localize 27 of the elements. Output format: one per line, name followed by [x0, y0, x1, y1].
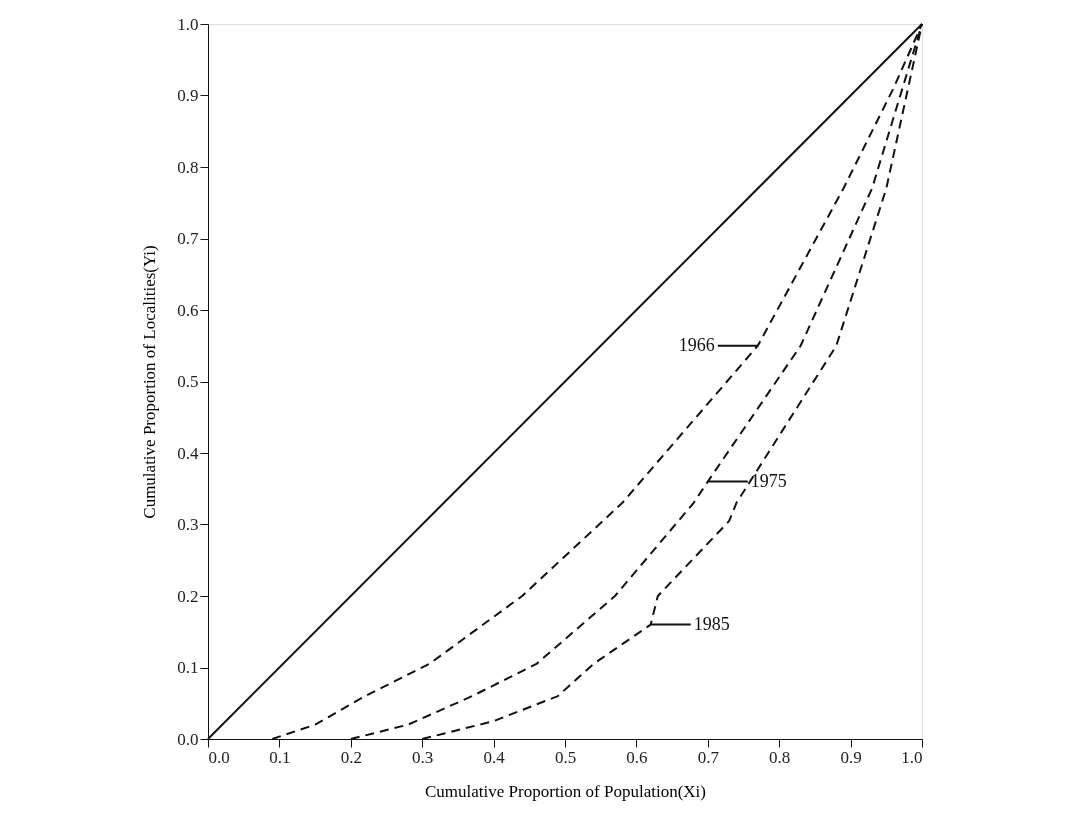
y-tick-label: 0.0 — [177, 729, 199, 749]
y-tick-label: 0.6 — [177, 300, 199, 320]
x-tick-label: 0.1 — [269, 747, 291, 767]
y-tick-label: 0.1 — [177, 658, 199, 677]
x-tick-label: 0.5 — [554, 747, 577, 767]
x-tick-label: 1.0 — [901, 747, 923, 767]
x-axis-title: Cumulative Proportion of Population(Xi) — [425, 781, 706, 801]
x-tick-label: 0.0 — [208, 747, 230, 767]
y-tick-label: 0.7 — [177, 229, 199, 248]
y-axis-title: Cumulative Proportion of Localities(Yi) — [140, 245, 160, 519]
y-tick-label: 0.3 — [177, 515, 199, 534]
y-tick-label: 0.8 — [177, 157, 199, 177]
x-tick-label: 0.8 — [769, 747, 791, 767]
y-tick-label: 1.0 — [177, 14, 199, 34]
x-tick-label: 0.6 — [626, 747, 648, 767]
x-tick-label: 0.2 — [340, 747, 362, 767]
x-tick-label: 0.4 — [483, 747, 506, 767]
x-tick-label: 0.9 — [840, 747, 862, 767]
annotation: 1966 — [678, 334, 715, 355]
y-tick-label: 0.2 — [177, 586, 199, 606]
y-tick-label: 0.9 — [177, 86, 199, 105]
y-tick-label: 0.5 — [177, 372, 199, 391]
annotation: 1985 — [693, 613, 730, 634]
annotation: 1975 — [750, 470, 787, 491]
x-tick-label: 0.3 — [412, 747, 434, 767]
x-tick-label: 0.7 — [697, 747, 720, 767]
y-tick-label: 0.4 — [177, 443, 199, 463]
